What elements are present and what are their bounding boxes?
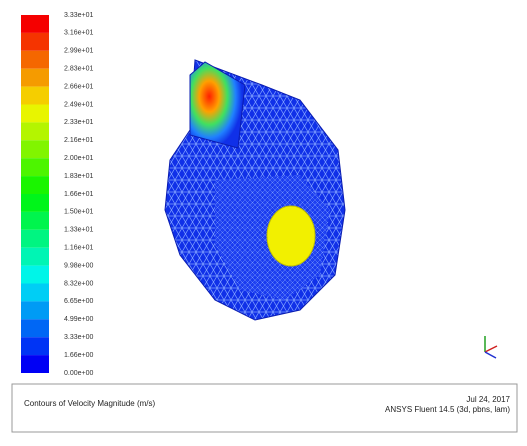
legend-label: 3.33e+01 (64, 12, 93, 19)
legend-label: 6.65e+00 (64, 298, 93, 305)
axis-triad (485, 336, 497, 358)
triad-x (485, 346, 497, 352)
fluent-view: 3.33e+01 3.16e+01 2.99e+01 2.83e+01 2.66e+01… (0, 0, 527, 446)
color-swatch (21, 105, 49, 123)
outlet-face (267, 206, 315, 266)
legend-label: 2.99e+01 (64, 48, 93, 55)
inlet-face (190, 62, 245, 148)
color-swatch (21, 284, 49, 302)
legend-label: 1.16e+01 (64, 245, 93, 252)
legend-label: 2.49e+01 (64, 101, 93, 108)
color-swatch (21, 158, 49, 176)
color-swatch (21, 248, 49, 266)
footer-title: Contours of Velocity Magnitude (m/s) (24, 399, 156, 408)
legend-label: 2.83e+01 (64, 66, 93, 73)
color-swatch (21, 230, 49, 248)
color-swatch (21, 337, 49, 355)
legend-label: 1.83e+01 (64, 173, 93, 180)
color-swatch (21, 87, 49, 105)
legend-label: 4.99e+00 (64, 316, 93, 323)
legend-label: 9.98e+00 (64, 262, 93, 269)
color-swatch (21, 319, 49, 337)
legend-label: 1.50e+01 (64, 209, 93, 216)
color-swatch (21, 266, 49, 284)
color-swatch (21, 355, 49, 373)
legend-label: 3.33e+00 (64, 334, 93, 341)
footer-date: Jul 24, 2017 (466, 395, 510, 404)
color-swatch (21, 140, 49, 158)
legend-label: 1.66e+00 (64, 352, 93, 359)
color-swatch (21, 194, 49, 212)
legend-label: 2.66e+01 (64, 83, 93, 90)
triad-z (485, 352, 496, 358)
legend-label: 2.16e+01 (64, 137, 93, 144)
color-swatch (21, 51, 49, 69)
legend-label: 3.16e+01 (64, 30, 93, 37)
legend-label: 0.00e+00 (64, 370, 93, 377)
legend-label: 1.66e+01 (64, 191, 93, 198)
color-swatch (21, 176, 49, 194)
legend-label: 8.32e+00 (64, 280, 93, 287)
color-swatch (21, 212, 49, 230)
color-swatch (21, 122, 49, 140)
footer-software: ANSYS Fluent 14.5 (3d, pbns, lam) (385, 405, 510, 414)
color-swatch (21, 301, 49, 319)
color-swatch (21, 69, 49, 87)
legend-label: 2.00e+01 (64, 155, 93, 162)
legend-label: 1.33e+01 (64, 227, 93, 234)
colorbar: 3.33e+01 3.16e+01 2.99e+01 2.83e+01 2.66e+01… (21, 12, 93, 377)
color-swatch (21, 33, 49, 51)
legend-label: 2.33e+01 (64, 119, 93, 126)
color-swatch (21, 15, 49, 33)
model (165, 60, 345, 320)
